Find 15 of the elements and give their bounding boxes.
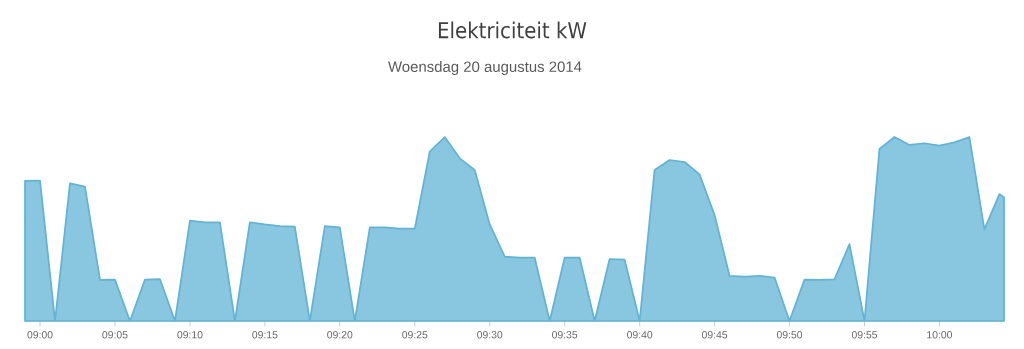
x-tick-label: 09:20 — [327, 331, 353, 339]
x-tick-label: 09:35 — [552, 331, 578, 339]
x-tick-label: 09:45 — [701, 331, 728, 339]
chart-title: Elektriciteit kW — [438, 21, 587, 39]
x-tick-label: 09:05 — [102, 331, 128, 339]
x-tick-label: 09:25 — [402, 331, 428, 339]
x-tick-label: 09:55 — [851, 331, 878, 339]
x-tick-label: 09:30 — [477, 331, 503, 339]
x-tick-label: 09:00 — [27, 331, 53, 339]
chart-subtitle: Woensdag 20 augustus 2014 — [388, 61, 582, 75]
x-tick-label: 09:40 — [627, 331, 653, 339]
x-tick-label: 09:50 — [776, 331, 803, 339]
x-tick-label: 10:00 — [927, 331, 953, 339]
x-tick-label: 09:15 — [252, 331, 278, 339]
x-tick-label: 09:10 — [177, 331, 203, 339]
